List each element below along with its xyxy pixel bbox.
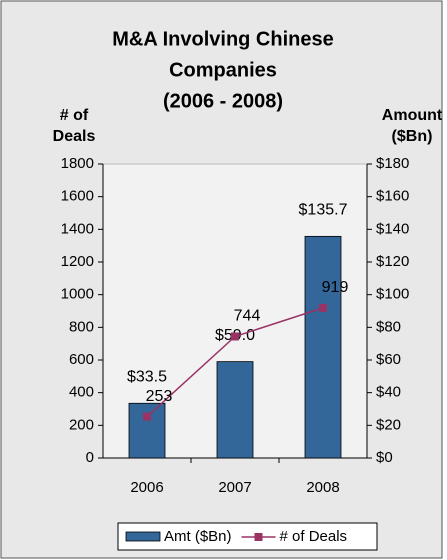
y-tick-label: 1800 <box>61 155 94 172</box>
line-value-label: 744 <box>234 308 261 325</box>
line-value-label: 253 <box>146 388 173 405</box>
bar <box>128 402 166 459</box>
line-marker <box>319 303 327 312</box>
y2-tick-label: $40 <box>376 384 401 401</box>
chart-title: (2006 - 2008) <box>163 90 283 112</box>
y-tick-label: 0 <box>86 449 94 466</box>
y2-tick-label: $80 <box>376 318 401 335</box>
chart-title: M&A Involving Chinese <box>112 28 334 50</box>
bar-value-label: $135.7 <box>299 202 348 219</box>
legend-label: Amt ($Bn) <box>164 528 232 545</box>
y-tick-label: 200 <box>69 416 94 433</box>
y2-axis-label: Amount <box>382 107 443 124</box>
y2-tick-label: $0 <box>376 449 393 466</box>
line-marker <box>143 412 151 421</box>
y2-tick-label: $100 <box>376 286 409 303</box>
y2-axis-label: ($Bn) <box>392 128 433 145</box>
legend-swatch <box>125 531 161 542</box>
y-tick-label: 1200 <box>61 253 94 270</box>
y2-tick-label: $160 <box>376 188 409 205</box>
y2-tick-label: $60 <box>376 351 401 368</box>
x-tick-label: 2007 <box>218 479 251 496</box>
legend-swatch-marker <box>254 533 263 541</box>
y-tick-label: 1000 <box>61 286 94 303</box>
y-tick-label: 1600 <box>61 188 94 205</box>
y-axis-label: Deals <box>53 128 96 145</box>
y2-tick-label: $20 <box>376 416 401 433</box>
y2-tick-label: $180 <box>376 155 409 172</box>
bar <box>216 361 254 459</box>
y-tick-label: 1400 <box>61 220 94 237</box>
x-tick-label: 2008 <box>306 479 339 496</box>
y-tick-label: 400 <box>69 384 94 401</box>
bar <box>304 235 342 459</box>
line-value-label: 919 <box>322 279 349 296</box>
x-tick-label: 2006 <box>130 479 163 496</box>
y-tick-label: 800 <box>69 318 94 335</box>
y2-tick-label: $140 <box>376 220 409 237</box>
y-axis-label: # of <box>60 107 89 124</box>
bar-value-label: $33.5 <box>127 369 167 386</box>
line-marker <box>231 332 239 341</box>
y-tick-label: 600 <box>69 351 94 368</box>
legend-label: # of Deals <box>280 528 348 545</box>
chart-title: Companies <box>169 59 277 81</box>
y2-tick-label: $120 <box>376 253 409 270</box>
